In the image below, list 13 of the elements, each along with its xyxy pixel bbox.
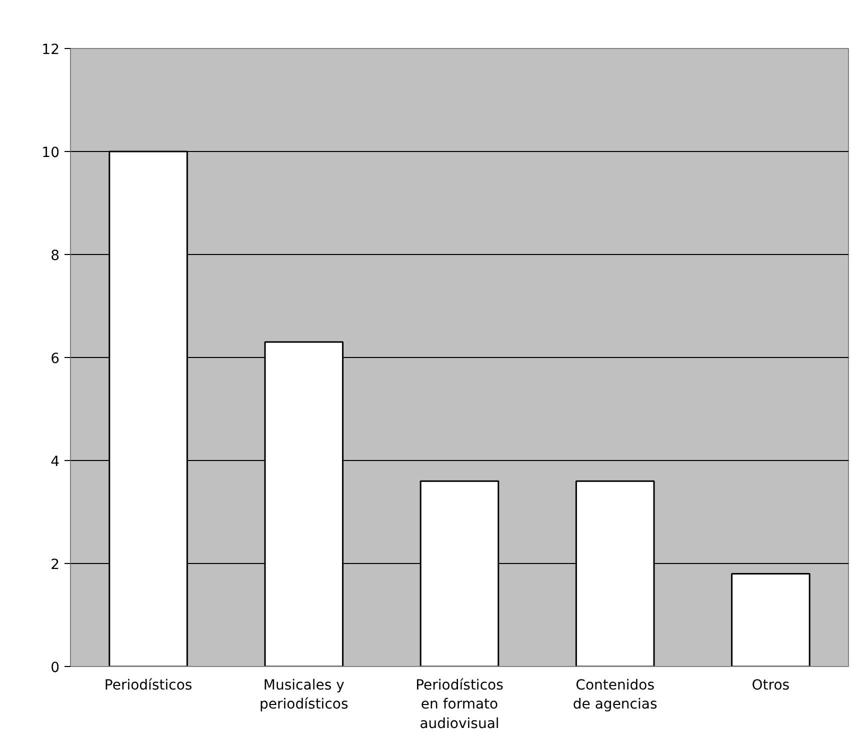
- x-tick-label: Contenidos de agencias: [572, 678, 658, 713]
- x-tick-label: Periodísticos: [104, 678, 192, 694]
- x-tick-label: Periodísticos en formato audiovisual: [416, 678, 504, 732]
- y-tick-label: 10: [42, 145, 60, 161]
- y-tick-label: 12: [42, 42, 60, 58]
- y-tick-label: 2: [50, 557, 60, 573]
- x-tick-label: Musicales y periodísticos: [260, 678, 348, 713]
- y-tick-label: 4: [50, 454, 60, 470]
- y-tick-label: 6: [50, 351, 60, 367]
- y-tick-label: 8: [50, 248, 60, 264]
- bar: [731, 573, 810, 666]
- x-tick-label: Otros: [752, 678, 790, 694]
- y-tick-label: 0: [50, 660, 60, 676]
